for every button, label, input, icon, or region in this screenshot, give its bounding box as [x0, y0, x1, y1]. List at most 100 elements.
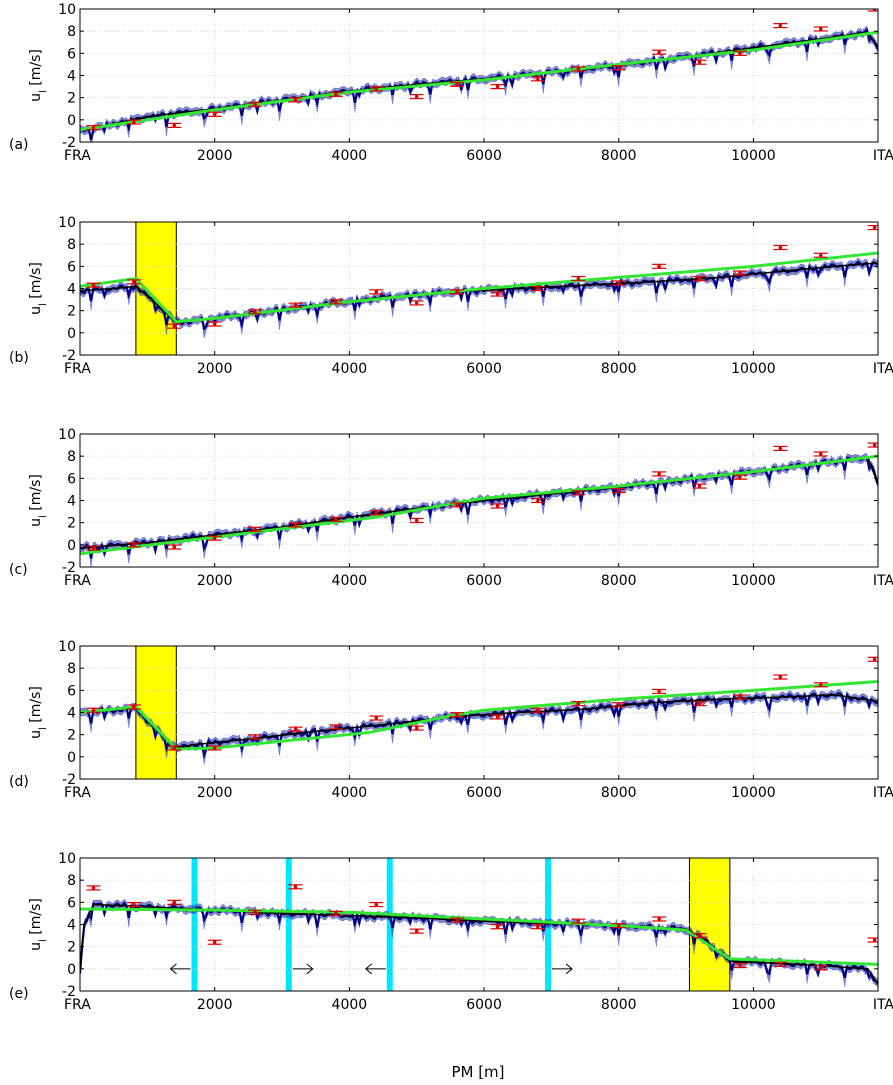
- y-tick-label: 2: [67, 91, 76, 107]
- simulation-spread-line: [80, 901, 878, 984]
- y-tick-label: 8: [67, 873, 76, 889]
- data-point: [692, 59, 707, 65]
- data-point: [611, 923, 626, 929]
- panel-b: -2 0 2 4 6 8 10 FRA 2000 4000 6000 8000 10000 ITA ul […: [9, 215, 893, 377]
- panel-e: -2 0 2 4 6 8 10 FRA 2000 4000 6000 8000 10000 ITA ul […: [9, 851, 893, 1013]
- data-point: [126, 542, 141, 548]
- data-point: [813, 965, 828, 971]
- data-point: [248, 909, 263, 915]
- data-point: [409, 928, 424, 934]
- x-tick-label: FRA: [64, 785, 91, 801]
- data-point: [692, 275, 707, 282]
- x-tick-label: ITA: [873, 573, 893, 589]
- panel-d: -2 0 2 4 6 8 10 FRA 2000 4000 6000 8000 10000 ITA ul […: [9, 639, 893, 801]
- y-tick-label: 4: [67, 706, 76, 722]
- data-point: [652, 263, 667, 269]
- data-point: [490, 291, 505, 297]
- data-point: [867, 224, 878, 231]
- x-tick-label: 2000: [197, 361, 233, 377]
- highlight-band: [688, 857, 731, 992]
- direction-arrow: [292, 963, 314, 975]
- y-tick-label: 6: [67, 683, 76, 699]
- panel-label: (c): [9, 562, 28, 578]
- y-axis-label: ul [m/s]: [28, 262, 49, 315]
- data-point: [328, 724, 343, 730]
- data-point: [732, 50, 747, 56]
- data-point: [167, 122, 182, 128]
- y-tick-label: 2: [67, 516, 76, 532]
- data-point: [369, 901, 384, 908]
- y-tick-label: 10: [58, 639, 76, 655]
- data-point: [692, 932, 707, 939]
- data-point: [369, 715, 384, 721]
- data-point: [86, 545, 101, 551]
- model-line: [80, 30, 878, 132]
- x-tick-label: FRA: [64, 148, 91, 164]
- data-point: [652, 471, 667, 477]
- x-tick-label: FRA: [64, 997, 91, 1013]
- data-point: [530, 76, 545, 82]
- x-tick-label: 8000: [601, 785, 637, 801]
- y-tick-label: 6: [67, 471, 76, 487]
- data-point: [248, 309, 263, 315]
- model-line: [80, 679, 878, 751]
- data-point: [652, 49, 667, 55]
- data-point: [490, 924, 505, 930]
- data-point: [207, 111, 222, 117]
- x-tick-label: ITA: [873, 148, 893, 164]
- data-point: [611, 487, 626, 494]
- y-tick-label: 0: [67, 962, 76, 978]
- y-tick-label: -2: [62, 135, 76, 151]
- data-point: [571, 275, 586, 282]
- y-tick-label: 8: [67, 24, 76, 40]
- data-point: [773, 445, 788, 452]
- plot-area: [80, 9, 878, 142]
- data-point: [369, 510, 384, 516]
- x-tick-label: 10000: [731, 785, 776, 801]
- y-tick-label: 2: [67, 728, 76, 744]
- data-point: [490, 503, 505, 509]
- data-point: [328, 299, 343, 305]
- model-line: [80, 251, 878, 324]
- y-tick-label: -2: [62, 348, 76, 364]
- y-tick-label: 8: [67, 661, 76, 677]
- data-point: [288, 97, 303, 103]
- data-point: [611, 702, 626, 708]
- plot-area: [80, 442, 878, 567]
- y-tick-label: -2: [62, 560, 76, 576]
- data-point: [86, 282, 101, 288]
- data-point: [450, 712, 465, 718]
- y-tick-label: 0: [67, 113, 76, 129]
- x-tick-label: 8000: [601, 361, 637, 377]
- model-line: [80, 454, 878, 556]
- direction-arrow: [169, 963, 191, 975]
- data-point: [248, 101, 263, 107]
- y-tick-label: 4: [67, 494, 76, 510]
- direction-arrow: [552, 963, 573, 975]
- y-axis-label: ul [m/s]: [28, 474, 49, 527]
- plot-area: [80, 656, 878, 765]
- data-point: [813, 451, 828, 457]
- y-tick-label: 4: [67, 282, 76, 298]
- data-point: [732, 270, 747, 276]
- y-tick-label: -2: [62, 772, 76, 788]
- simulation-mean-line: [80, 903, 878, 985]
- data-point: [571, 701, 586, 707]
- y-tick-label: -2: [62, 984, 76, 1000]
- y-tick-label: 8: [67, 237, 76, 253]
- panel-label: (e): [9, 986, 29, 1002]
- data-point: [867, 442, 878, 448]
- y-tick-label: 8: [67, 449, 76, 465]
- data-point: [369, 86, 384, 92]
- y-tick-label: 10: [58, 851, 76, 867]
- data-point: [369, 289, 384, 295]
- x-tick-label: 2000: [197, 785, 233, 801]
- data-point: [773, 674, 788, 680]
- data-point: [248, 734, 263, 740]
- y-tick-label: 6: [67, 46, 76, 62]
- data-point: [530, 924, 545, 930]
- y-axis-label: ul [m/s]: [28, 49, 49, 102]
- x-tick-label: 6000: [466, 785, 502, 801]
- x-tick-label: ITA: [873, 997, 893, 1013]
